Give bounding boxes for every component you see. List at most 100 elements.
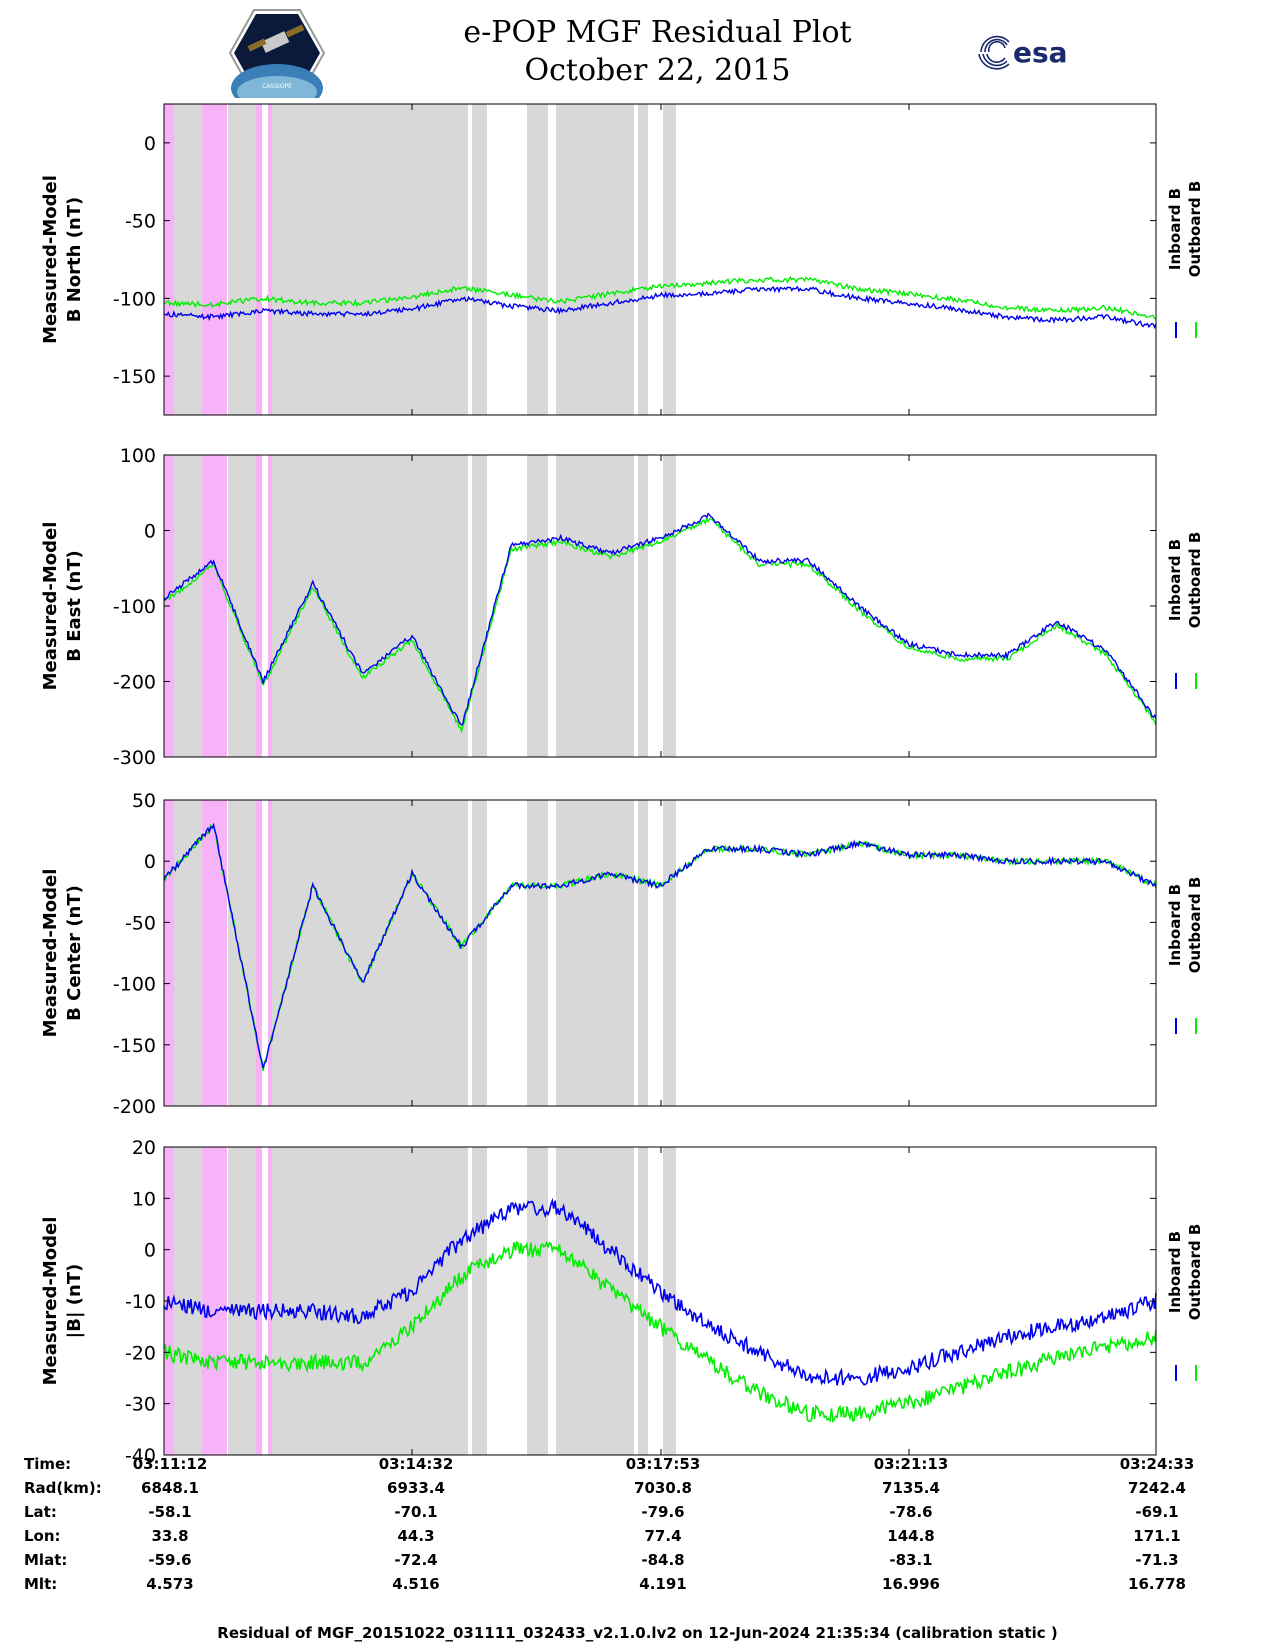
- footer-note: Residual of MGF_20151022_031111_032433_v…: [217, 1624, 1058, 1642]
- data-gap-shade: [268, 455, 468, 757]
- orbit-info-value: 03:14:32: [378, 1455, 454, 1473]
- y-tick-label: 0: [144, 133, 156, 155]
- orbit-info-row: Rad(km): 6848.1 6933.4 7030.8 7135.4 7242.4: [0, 1479, 1275, 1501]
- orbit-info-value: -70.1: [394, 1503, 438, 1521]
- data-gap-shade: [638, 455, 648, 757]
- y-tick-label: -50: [125, 912, 156, 934]
- data-gap-shade: [472, 800, 487, 1106]
- data-gap-shade: [228, 1147, 260, 1455]
- data-gap-shade: [663, 1147, 676, 1455]
- data-gap-shade: [472, 455, 487, 757]
- y-tick-label: 10: [132, 1188, 156, 1210]
- orbit-info-row: Lon: 33.8 44.3 77.4 144.8 171.1: [0, 1527, 1275, 1549]
- legend-label: Outboard B: [1186, 877, 1204, 974]
- data-gap-shade: [638, 800, 648, 1106]
- orbit-info-value: 16.778: [1128, 1575, 1186, 1593]
- legend-label: Outboard B: [1186, 1224, 1204, 1321]
- y-tick-label: 0: [144, 521, 156, 543]
- y-axis-label-line: Measured-Model: [40, 1217, 61, 1386]
- orbit-info-value: 171.1: [1133, 1527, 1181, 1545]
- orbit-info-value: 44.3: [397, 1527, 435, 1545]
- flag-shade: [268, 455, 272, 757]
- orbit-info-row: Mlat: -59.6 -72.4 -84.8 -83.1 -71.3: [0, 1551, 1275, 1573]
- data-gap-shade: [556, 800, 634, 1106]
- data-gap-shade: [268, 104, 468, 415]
- data-gap-shade: [228, 104, 260, 415]
- orbit-info-value: 4.516: [392, 1575, 440, 1593]
- series-line-inboard: [163, 512, 1157, 726]
- orbit-info-value: -84.8: [641, 1551, 685, 1569]
- plot-title: e-POP MGF Residual Plot October 22, 2015: [0, 14, 1275, 90]
- series-line-inboard: [163, 285, 1157, 330]
- legend-label: Outboard B: [1186, 181, 1204, 278]
- title-line-2: October 22, 2015: [524, 53, 791, 88]
- flag-shade: [164, 800, 174, 1106]
- data-gap-shade: [663, 104, 676, 415]
- y-tick-label: -50: [125, 211, 156, 233]
- y-tick-label: -40: [125, 1445, 156, 1467]
- orbit-info-label: Mlat:: [24, 1551, 68, 1569]
- y-tick-label: -100: [113, 288, 156, 310]
- orbit-info-value: 6933.4: [387, 1479, 445, 1497]
- data-gap-shade: [268, 800, 468, 1106]
- flag-shade: [164, 104, 174, 415]
- flag-shade: [268, 1147, 272, 1455]
- y-tick-label: 0: [144, 1240, 156, 1262]
- data-gap-shade: [527, 104, 548, 415]
- series-line-inboard: [163, 822, 1157, 1069]
- y-tick-label: -200: [113, 1096, 156, 1118]
- flag-shade: [256, 800, 262, 1106]
- y-tick-label: -10: [125, 1291, 156, 1313]
- orbit-info-label: Rad(km):: [24, 1479, 102, 1497]
- orbit-info-label: Lat:: [24, 1503, 57, 1521]
- y-axis-label: Measured-Model |B| (nT): [40, 1217, 85, 1386]
- flag-shade: [256, 1147, 262, 1455]
- data-gap-shade: [472, 1147, 487, 1455]
- flag-shade: [256, 104, 262, 415]
- orbit-info-value: 03:24:33: [1119, 1455, 1195, 1473]
- data-gap-shade: [556, 455, 634, 757]
- y-axis-label: Measured-Model B East (nT): [40, 522, 85, 691]
- orbit-info-label: Lon:: [24, 1527, 61, 1545]
- data-gap-shade: [638, 1147, 648, 1455]
- title-line-1: e-POP MGF Residual Plot: [463, 15, 852, 50]
- orbit-info-value: -79.6: [641, 1503, 685, 1521]
- data-gap-shade: [228, 800, 260, 1106]
- y-tick-label: -150: [113, 366, 156, 388]
- orbit-info-value: -71.3: [1135, 1551, 1179, 1569]
- series-line-outboard: [163, 1240, 1157, 1423]
- y-axis-label-line: Measured-Model: [40, 522, 61, 691]
- flag-shade: [268, 104, 272, 415]
- y-axis-label: Measured-Model B Center (nT): [40, 869, 85, 1038]
- data-gap-shade: [663, 455, 676, 757]
- series-line-inboard: [163, 1197, 1157, 1386]
- orbit-info-value: 16.996: [882, 1575, 940, 1593]
- flag-shade: [268, 800, 272, 1106]
- legend-label: Outboard B: [1186, 532, 1204, 629]
- orbit-info-table: Time: 03:11:12 03:14:32 03:17:53 03:21:13 03:…: [0, 1455, 1275, 1615]
- y-tick-label: -300: [113, 747, 156, 769]
- y-tick-label: -150: [113, 1035, 156, 1057]
- y-axis-label: Measured-Model B North (nT): [40, 175, 85, 344]
- y-tick-label: 100: [120, 445, 156, 467]
- legend: Inboard B Outboard B: [1166, 532, 1204, 689]
- orbit-info-row: Mlt: 4.573 4.516 4.191 16.996 16.778: [0, 1575, 1275, 1597]
- flag-shade: [202, 455, 227, 757]
- plot-frame: [163, 799, 1157, 1107]
- data-gap-shade: [638, 104, 648, 415]
- y-tick-label: 50: [132, 790, 156, 812]
- panel-1: 0 -50 -100 -150 Measured-Model B North (nT) In…: [40, 103, 1204, 416]
- series-line-outboard: [163, 276, 1157, 320]
- data-gap-shade: [556, 1147, 634, 1455]
- y-tick-label: 0: [144, 851, 156, 873]
- y-tick-label: -30: [125, 1394, 156, 1416]
- legend: Inboard B Outboard B: [1166, 877, 1204, 1034]
- legend-label: Inboard B: [1166, 539, 1184, 621]
- orbit-info-row: Time: 03:11:12 03:14:32 03:17:53 03:21:13 03:…: [0, 1455, 1275, 1477]
- orbit-info-value: 4.573: [146, 1575, 194, 1593]
- legend-label: Inboard B: [1166, 1231, 1184, 1313]
- panel-3: 50 0 -50 -100 -150 -200 Measured-Model B Center…: [40, 790, 1204, 1118]
- y-tick-label: -200: [113, 672, 156, 694]
- y-tick-label: -20: [125, 1342, 156, 1364]
